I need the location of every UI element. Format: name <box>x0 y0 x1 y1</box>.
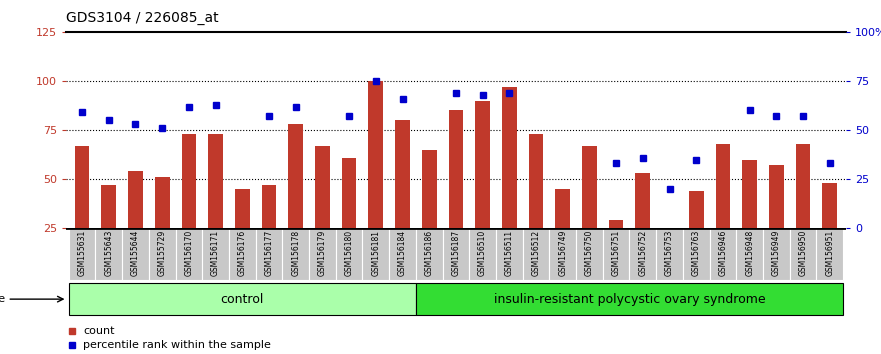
Bar <box>368 81 383 228</box>
Bar <box>342 158 357 228</box>
Bar <box>208 134 223 228</box>
Bar <box>522 228 550 280</box>
Text: insulin-resistant polycystic ovary syndrome: insulin-resistant polycystic ovary syndr… <box>493 293 766 306</box>
Bar <box>769 165 784 228</box>
Bar <box>69 228 95 280</box>
Text: GSM155644: GSM155644 <box>131 230 140 276</box>
Bar <box>282 228 309 280</box>
Bar <box>95 228 122 280</box>
Text: GSM156171: GSM156171 <box>211 230 220 276</box>
Text: GSM156181: GSM156181 <box>371 230 381 276</box>
Text: disease state: disease state <box>0 294 4 304</box>
Bar <box>737 228 763 280</box>
Text: GSM156184: GSM156184 <box>398 230 407 276</box>
Text: GSM156752: GSM156752 <box>639 230 648 276</box>
Bar <box>743 160 757 228</box>
Bar <box>603 228 630 280</box>
Bar <box>229 228 255 280</box>
Bar <box>396 120 410 228</box>
Text: GSM156180: GSM156180 <box>344 230 353 276</box>
Text: GSM156948: GSM156948 <box>745 230 754 276</box>
Bar <box>609 221 624 228</box>
Bar <box>689 191 704 228</box>
Text: count: count <box>83 326 115 336</box>
Bar <box>582 146 596 228</box>
Bar <box>656 228 683 280</box>
Text: GSM156187: GSM156187 <box>451 230 461 276</box>
Text: GSM156510: GSM156510 <box>478 230 487 276</box>
Text: GSM156749: GSM156749 <box>559 230 567 276</box>
Bar <box>817 228 843 280</box>
Bar <box>422 150 437 228</box>
Text: percentile rank within the sample: percentile rank within the sample <box>83 340 270 350</box>
Text: GSM155643: GSM155643 <box>104 230 114 276</box>
Bar <box>448 110 463 228</box>
Text: GSM156951: GSM156951 <box>825 230 834 276</box>
Bar <box>789 228 817 280</box>
Bar <box>529 134 544 228</box>
Text: GSM155729: GSM155729 <box>158 230 167 276</box>
Bar <box>635 173 650 228</box>
Bar <box>470 228 496 280</box>
Text: control: control <box>220 293 264 306</box>
Bar <box>822 183 837 228</box>
Bar <box>550 228 576 280</box>
Bar <box>181 134 196 228</box>
Text: GSM156186: GSM156186 <box>425 230 433 276</box>
Bar <box>101 185 116 228</box>
Bar <box>255 228 282 280</box>
Bar <box>683 228 709 280</box>
Bar <box>715 144 730 228</box>
Text: GSM156177: GSM156177 <box>264 230 273 276</box>
Bar <box>709 228 737 280</box>
Bar <box>69 283 416 315</box>
Bar <box>203 228 229 280</box>
Bar <box>442 228 470 280</box>
Text: GSM155631: GSM155631 <box>78 230 86 276</box>
Bar <box>496 228 522 280</box>
Bar <box>336 228 362 280</box>
Bar <box>475 101 490 228</box>
Text: GSM156751: GSM156751 <box>611 230 620 276</box>
Text: GSM156170: GSM156170 <box>184 230 194 276</box>
Bar <box>309 228 336 280</box>
Text: GSM156750: GSM156750 <box>585 230 594 276</box>
Bar <box>149 228 175 280</box>
Bar <box>155 177 169 228</box>
Bar <box>315 146 329 228</box>
Bar <box>122 228 149 280</box>
Bar <box>75 146 90 228</box>
Bar <box>630 228 656 280</box>
Text: GSM156950: GSM156950 <box>798 230 808 276</box>
Text: GSM156753: GSM156753 <box>665 230 674 276</box>
Bar <box>175 228 203 280</box>
Bar <box>416 283 843 315</box>
Bar <box>555 189 570 228</box>
Text: GSM156763: GSM156763 <box>692 230 700 276</box>
Bar <box>389 228 416 280</box>
Text: GSM156946: GSM156946 <box>718 230 728 276</box>
Bar <box>262 185 277 228</box>
Bar <box>502 87 516 228</box>
Text: GSM156178: GSM156178 <box>292 230 300 276</box>
Text: GDS3104 / 226085_at: GDS3104 / 226085_at <box>66 11 218 25</box>
Text: GSM156179: GSM156179 <box>318 230 327 276</box>
Bar <box>288 124 303 228</box>
Text: GSM156512: GSM156512 <box>531 230 541 276</box>
Bar <box>235 189 249 228</box>
Bar <box>763 228 789 280</box>
Bar <box>796 144 811 228</box>
Bar <box>128 171 143 228</box>
Bar <box>416 228 442 280</box>
Text: GSM156511: GSM156511 <box>505 230 514 276</box>
Bar <box>576 228 603 280</box>
Text: GSM156949: GSM156949 <box>772 230 781 276</box>
Bar <box>362 228 389 280</box>
Text: GSM156176: GSM156176 <box>238 230 247 276</box>
